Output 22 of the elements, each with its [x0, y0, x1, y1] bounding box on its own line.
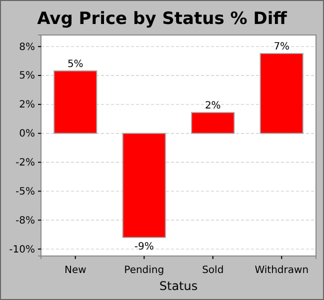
y-tick-label: -5% — [16, 186, 35, 198]
data-label: 5% — [67, 58, 84, 70]
y-tick-label: -2% — [16, 157, 35, 168]
y-tick-label: 5% — [19, 70, 35, 82]
data-label: 7% — [274, 42, 290, 53]
x-axis-title: Status — [159, 279, 198, 293]
bar — [260, 53, 304, 134]
y-tick-label: -10% — [9, 244, 35, 256]
y-tick-label: -8% — [16, 215, 35, 226]
bar — [54, 70, 98, 134]
x-tick-label: New — [64, 265, 86, 276]
x-tick-label: Pending — [124, 265, 164, 276]
bar — [122, 132, 166, 238]
y-tick-label: 8% — [19, 42, 35, 53]
y-tick-label: 2% — [19, 100, 35, 111]
chart-title: Avg Price by Status % Diff — [37, 9, 288, 29]
y-tick-label: 0% — [19, 128, 35, 140]
x-tick-label: Sold — [202, 265, 224, 276]
data-label: 2% — [204, 100, 221, 112]
bar — [191, 112, 235, 134]
x-tick-label: Withdrawn — [254, 265, 309, 276]
data-label: -9% — [134, 241, 154, 252]
